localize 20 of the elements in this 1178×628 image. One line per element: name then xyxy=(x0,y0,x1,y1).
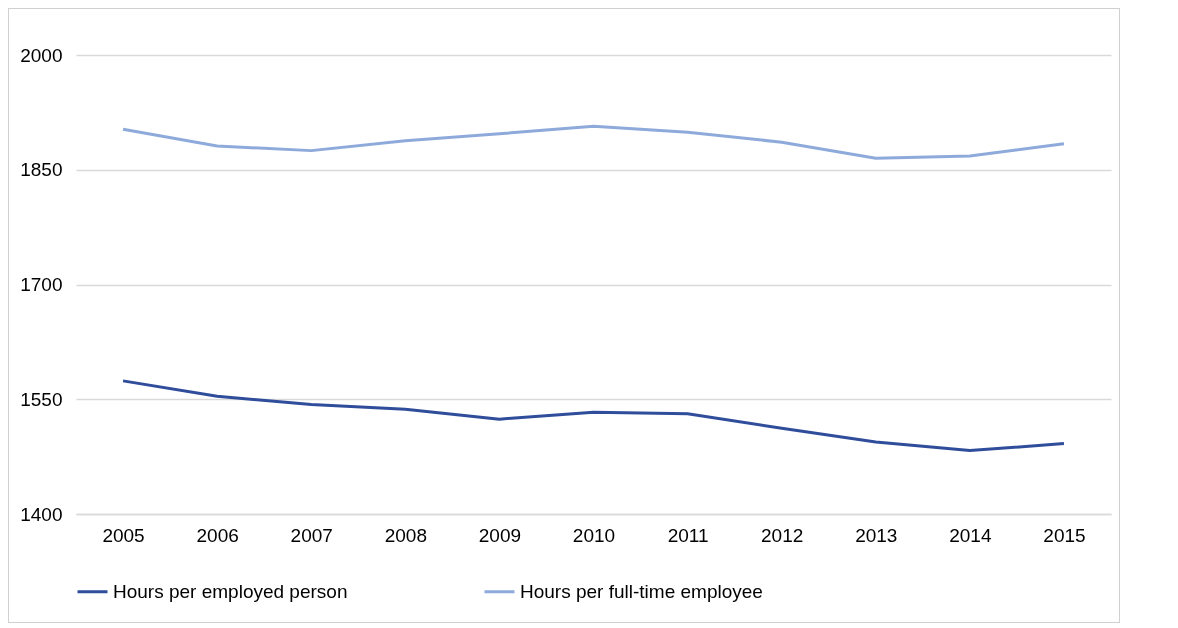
x-tick-label: 2015 xyxy=(1043,524,1086,546)
x-tick-label: 2006 xyxy=(196,524,239,546)
y-tick-label: 2000 xyxy=(20,44,63,66)
line-series xyxy=(121,379,1066,453)
x-tick-label: 2010 xyxy=(572,524,616,546)
x-tick-label: 2014 xyxy=(949,524,992,546)
x-tick-label: 2011 xyxy=(667,524,709,546)
y-tick-label: 1550 xyxy=(20,388,63,410)
x-tick-label: 2005 xyxy=(102,524,145,546)
y-tick-label: 1850 xyxy=(20,159,63,181)
line-series xyxy=(121,124,1066,160)
x-tick-label: 2007 xyxy=(290,524,333,546)
y-tick-label: 1700 xyxy=(20,274,63,295)
legend-label: Hours per employed person xyxy=(113,580,348,602)
x-tick-label: 2008 xyxy=(384,524,427,546)
legend-label: Hours per full-time employee xyxy=(520,580,763,602)
x-tick-label: 2012 xyxy=(761,524,804,546)
x-tick-label: 2013 xyxy=(855,524,898,546)
y-tick-label: 1400 xyxy=(20,503,63,525)
x-tick-label: 2009 xyxy=(478,524,522,546)
